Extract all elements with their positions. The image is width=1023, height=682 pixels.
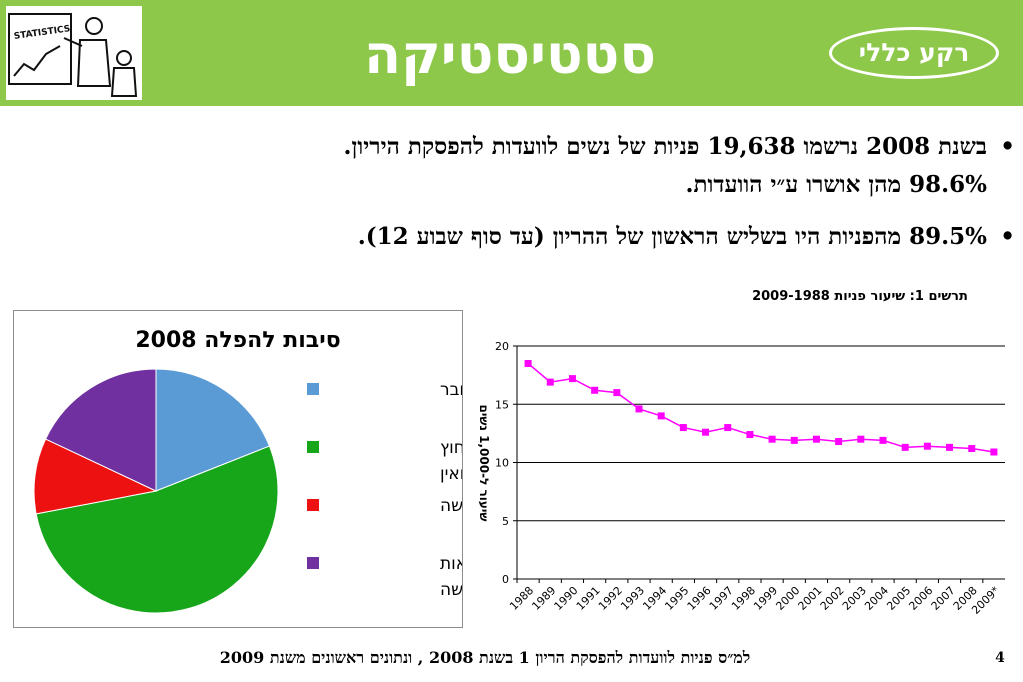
- x-tick-label: 1999: [751, 584, 780, 613]
- header-bar: STATISTICS סטטיסטיקה רקע כללי: [0, 0, 1023, 106]
- data-point: [968, 445, 976, 453]
- x-tick-label: 2007: [929, 584, 958, 613]
- data-point: [635, 405, 643, 413]
- line-chart: תרשים 1: שיעור פניות 2009-1988 שיעור ל-1…: [477, 289, 1005, 617]
- legend-swatch: [307, 557, 319, 569]
- data-point: [879, 436, 887, 444]
- data-point: [790, 436, 798, 444]
- x-tick-label: 1991: [574, 584, 603, 613]
- y-tick-label: 10: [495, 457, 509, 470]
- line-chart-ylabel: שיעור ל-1,000 נשים: [477, 405, 491, 522]
- x-tick-label: 1996: [685, 584, 714, 613]
- y-tick-label: 0: [502, 573, 509, 586]
- data-point: [835, 438, 843, 446]
- line-chart-title: תרשים 1: שיעור פניות 2009-1988: [752, 289, 968, 304]
- x-tick-label: 2002: [818, 584, 847, 613]
- x-tick-label: 1988: [507, 584, 536, 613]
- data-point: [702, 428, 710, 436]
- bullet-line: 89.5% מהפניות היו בשליש הראשון של ההריון…: [357, 223, 987, 250]
- statistics-logo: STATISTICS: [6, 6, 142, 100]
- pie-slice: [155, 368, 271, 492]
- x-tick-label: 2005: [884, 584, 913, 613]
- y-tick-label: 20: [495, 340, 509, 353]
- pie-slice: [44, 368, 157, 492]
- y-tick-label: 5: [502, 515, 509, 528]
- legend-label: גיל האשה: [440, 496, 462, 516]
- data-point: [613, 389, 621, 397]
- bullet-dot: •: [1000, 133, 1015, 160]
- legend-swatch: [307, 383, 319, 395]
- data-point: [724, 424, 732, 432]
- x-tick-label: 1990: [552, 584, 581, 613]
- x-tick-label: 1992: [596, 584, 625, 613]
- page-title: סטטיסטיקה: [363, 23, 657, 86]
- pie-slice: [35, 445, 279, 614]
- y-tick-label: 15: [495, 398, 509, 411]
- line-chart-panel: תרשים 1: שיעור פניות 2009-1988 שיעור ל-1…: [460, 282, 1023, 642]
- legend-label: סיכון לבריאות: [440, 554, 462, 574]
- x-tick-label: 1998: [729, 584, 758, 613]
- legend-swatch: [307, 499, 319, 511]
- x-tick-label: 2006: [906, 584, 935, 613]
- data-point: [923, 442, 931, 450]
- x-tick-label: 1995: [662, 584, 691, 613]
- page-number: 4: [995, 650, 1005, 666]
- data-point: [524, 359, 532, 367]
- x-tick-label: 1989: [529, 584, 558, 613]
- data-point: [812, 435, 820, 443]
- data-point: [768, 435, 776, 443]
- bullet-item: • בשנת 2008 נרשמו 19,638 פניות של נשים ל…: [100, 128, 1016, 204]
- bullet-line: בשנת 2008 נרשמו 19,638 פניות של נשים לוו…: [343, 133, 988, 160]
- legend-label: הריון מחוץ: [440, 438, 462, 458]
- data-point: [901, 443, 909, 451]
- series-line: [527, 362, 995, 453]
- x-tick-label: 1994: [640, 584, 669, 613]
- bullet-list: • בשנת 2008 נרשמו 19,638 פניות של נשים ל…: [100, 128, 1016, 256]
- source-footnote: למ״ס פניות לוועדות להפסקת הריון 1 בשנת 2…: [219, 648, 751, 667]
- data-point: [990, 448, 998, 456]
- data-point: [946, 443, 954, 451]
- x-tick-label: 1997: [707, 584, 736, 613]
- legend-label: לנישואין: [440, 464, 462, 484]
- legend-label: מום בעובר: [440, 380, 462, 400]
- pie-chart: סיבות להפלה 2008 מום בעובר הריון מחוץ לניש…: [33, 328, 539, 614]
- data-point: [679, 424, 687, 432]
- x-tick-label: 2000: [773, 584, 802, 613]
- data-point: [857, 435, 865, 443]
- x-tick-label: 1993: [618, 584, 647, 613]
- pie-slice: [33, 438, 158, 515]
- data-point: [657, 412, 665, 420]
- pie-chart-panel: סיבות להפלה 2008 מום בעובר הריון מחוץ לניש…: [13, 310, 539, 628]
- bullet-line: 98.6% מהן אושרו ע״י הוועדות.: [685, 171, 987, 198]
- x-tick-label: 2004: [862, 584, 891, 613]
- background-badge: רקע כללי: [829, 27, 999, 79]
- pie-chart-title: סיבות להפלה 2008: [135, 328, 340, 353]
- data-point: [591, 386, 599, 394]
- data-point: [568, 375, 576, 383]
- bullet-item: • 89.5% מהפניות היו בשליש הראשון של ההרי…: [100, 218, 1015, 256]
- bullet-dot: •: [1000, 223, 1015, 250]
- legend-label: האשה: [440, 580, 462, 600]
- x-tick-label: 2001: [796, 584, 825, 613]
- data-point: [546, 378, 554, 386]
- x-tick-label: 2003: [840, 584, 869, 613]
- legend-swatch: [307, 441, 319, 453]
- data-point: [746, 431, 754, 439]
